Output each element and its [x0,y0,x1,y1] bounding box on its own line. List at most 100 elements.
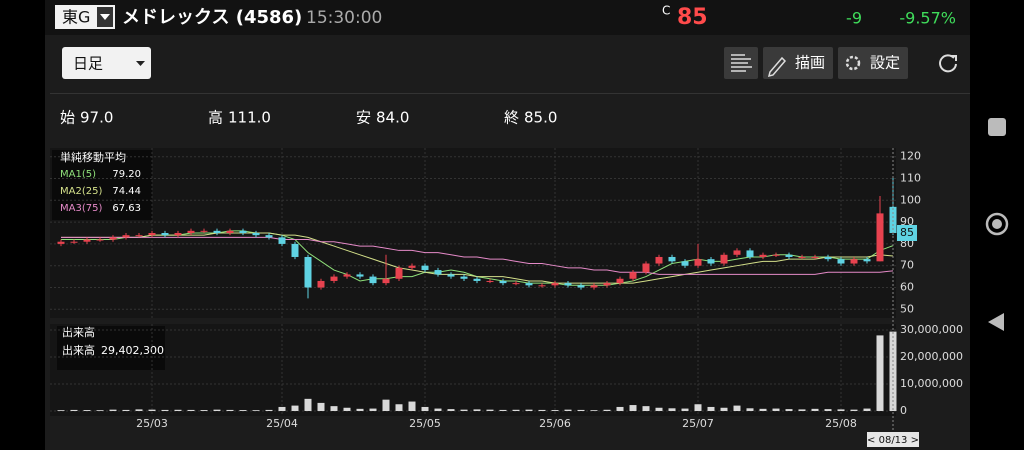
candle-body [473,278,481,281]
candle-body [226,230,234,233]
candle-body [863,259,871,262]
volume-bar [317,402,325,411]
volume-tick-label: 0 [900,404,907,417]
candle-body [122,235,130,238]
volume-bar [278,406,286,411]
volume-bar [876,335,884,411]
volume-bar [226,409,234,411]
candle-body [83,239,91,242]
market: 東G [62,8,90,27]
draw-button[interactable] [763,47,833,79]
volume-bar [512,409,520,411]
candle-body [720,254,728,264]
candle-body [252,233,260,236]
divider [50,93,970,94]
candle-body [733,250,741,255]
change-pct: -9.57% [899,9,956,28]
volume-title: 出来高 [62,325,95,339]
candle-body [408,265,416,268]
candle-body [785,254,793,257]
volume-bar [213,409,221,411]
pencil-icon [767,56,787,78]
period: 日足 [73,55,103,73]
ohlc-label: 高 [208,109,223,127]
volume-bar [161,409,169,411]
candle-body [213,230,221,233]
candle-body [694,259,702,266]
nav-home[interactable] [985,212,1009,236]
candle-body [603,283,611,286]
volume-bar [135,409,143,411]
volume-bar [57,410,65,411]
candle-body [850,259,858,264]
legend-name: MA2(25) [60,186,102,197]
nav-back[interactable] [988,313,1004,331]
ohlc-value: 85.0 [524,109,557,127]
volume-bar [486,409,494,411]
candle-body [239,230,247,233]
time: 15:30:00 [306,8,382,28]
volume-bar [824,409,832,411]
y-tick-label: 50 [900,302,914,315]
volume-bar [252,410,260,411]
candle-body [538,285,546,287]
candle-body [187,230,195,233]
volume-bar [70,409,78,411]
nav-home-dot [992,219,1002,229]
nav-recent[interactable] [988,118,1006,136]
candle-body [434,270,442,275]
candle-body [200,230,208,232]
candle-body [291,243,299,257]
candle-body [421,265,429,271]
candle-body [265,235,273,238]
period-arrow [136,61,145,66]
change: -9 [846,9,862,28]
x-tick-label: 25/07 [682,417,714,430]
volume-bar [304,398,312,411]
volume-bar [603,409,611,411]
legend-value: 67.63 [112,203,141,214]
refresh-icon[interactable] [939,54,957,73]
settings-button[interactable] [838,47,908,79]
volume-bar [421,406,429,411]
period-select[interactable] [62,47,151,79]
cursor-tag [867,432,919,447]
volume-bar [200,410,208,411]
volume-tick-label: 20,000,000 [900,350,963,363]
volume-bar [538,409,546,411]
volume-bar [174,409,182,411]
candle-body [681,261,689,266]
candle-body [577,285,585,288]
volume-bar [590,410,598,411]
candle-body [759,254,767,257]
candle-body [824,256,832,260]
volume-bar [850,409,858,411]
y-tick-label: 60 [900,280,914,293]
x-tick-label: 25/05 [409,417,441,430]
volume-bar [681,408,689,411]
price: 85 [677,5,708,30]
candle-body [811,256,819,258]
volume-label: 出来高 [62,343,95,357]
candle-body [564,283,572,286]
legend-name: MA1(5) [60,169,96,180]
volume-bar [720,407,728,411]
candle-body [135,235,143,237]
candle-body [837,259,845,264]
candle-body [616,278,624,284]
volume-bar [785,409,793,411]
volume-bar [694,404,702,411]
x-tick-label: 25/04 [266,417,298,430]
candle-body [889,206,897,233]
volume-bar [265,409,273,411]
volume-bar [746,408,754,411]
ohlc-value: 84.0 [376,109,409,127]
volume-bar [811,408,819,411]
volume-legend [57,326,165,370]
volume-bar [148,409,156,411]
ohlc-label: 安 [356,109,371,127]
candle-body [356,274,364,277]
volume-bar [447,409,455,411]
candle-body [551,283,559,286]
volume-bar [356,408,364,411]
